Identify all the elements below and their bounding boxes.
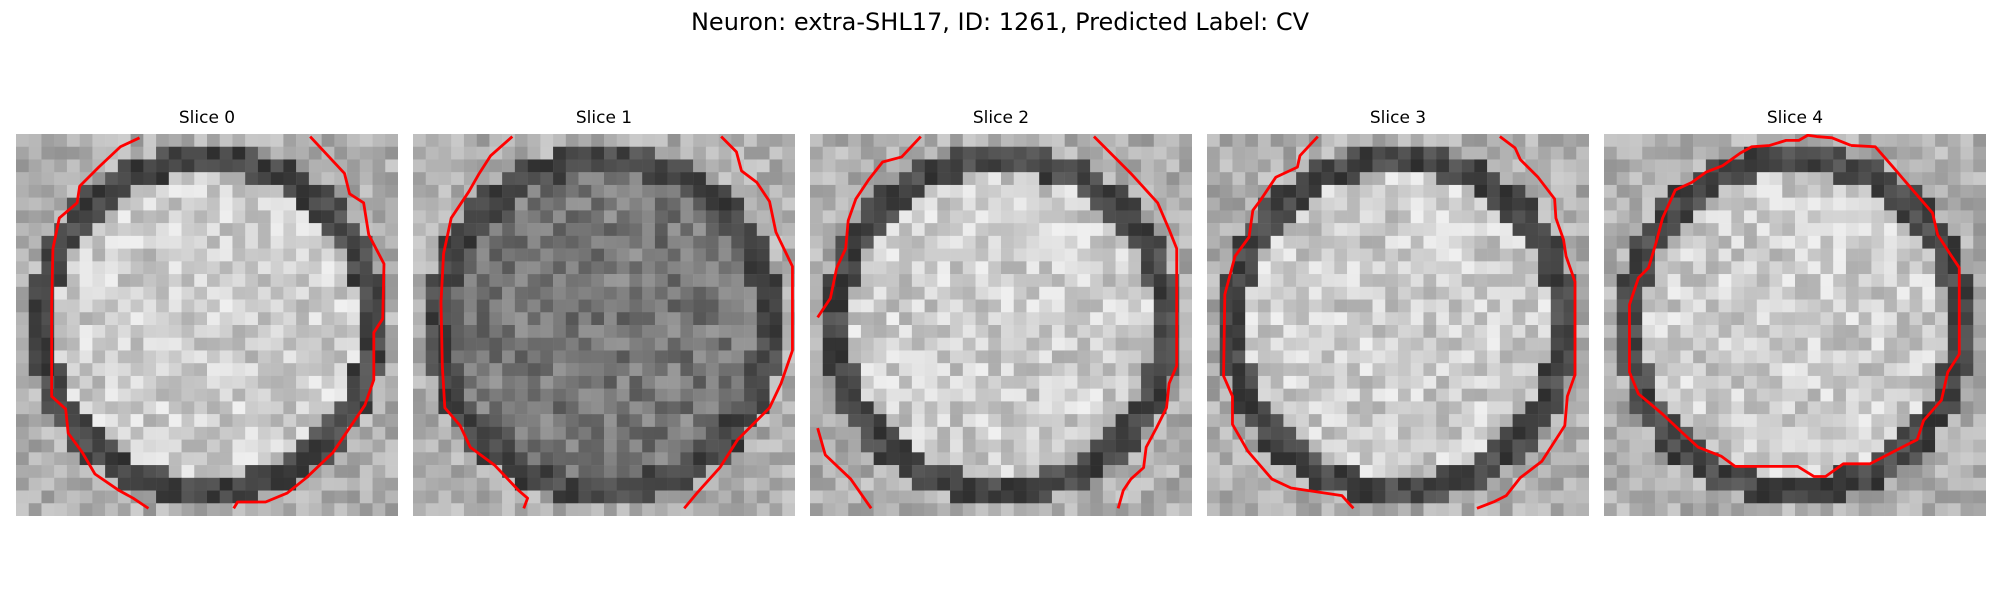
slice-title-3: Slice 3 [1369, 108, 1427, 128]
pixel-grid [413, 134, 795, 516]
contour-line-right [232, 135, 386, 510]
pixel-grid [16, 134, 398, 516]
contour-line [439, 135, 530, 509]
slice-image-4 [1604, 134, 1986, 516]
contour-line [50, 136, 150, 510]
contour-line-right [683, 135, 794, 510]
pixel-grid [810, 134, 1192, 516]
pixel-grid [1604, 134, 1986, 516]
slice-image-2 [810, 134, 1192, 516]
slice-panel-2: Slice 2 [808, 108, 1194, 520]
contour-line [1222, 135, 1355, 510]
slice-panel-1: Slice 1 [411, 108, 797, 520]
figure-title: Neuron: extra-SHL17, ID: 1261, Predicted… [690, 8, 1310, 36]
contour-line [1628, 134, 1961, 478]
slice-image-0 [16, 134, 398, 516]
slice-panel-4: Slice 4 [1602, 108, 1988, 520]
contour-line [816, 135, 922, 319]
slice-title-4: Slice 4 [1766, 108, 1824, 128]
slice-panel-3: Slice 3 [1205, 108, 1591, 520]
contour-line-right [1476, 135, 1577, 510]
slice-image-1 [413, 134, 795, 516]
slice-title-1: Slice 1 [575, 108, 633, 128]
slice-image-3 [1207, 134, 1589, 516]
slice-panel-0: Slice 0 [14, 108, 400, 520]
slice-title-0: Slice 0 [178, 108, 236, 128]
contour-line-right [1092, 135, 1179, 509]
slice-title-2: Slice 2 [972, 108, 1030, 128]
pixel-grid [1207, 134, 1589, 516]
contour-line-lower-left [816, 427, 873, 510]
